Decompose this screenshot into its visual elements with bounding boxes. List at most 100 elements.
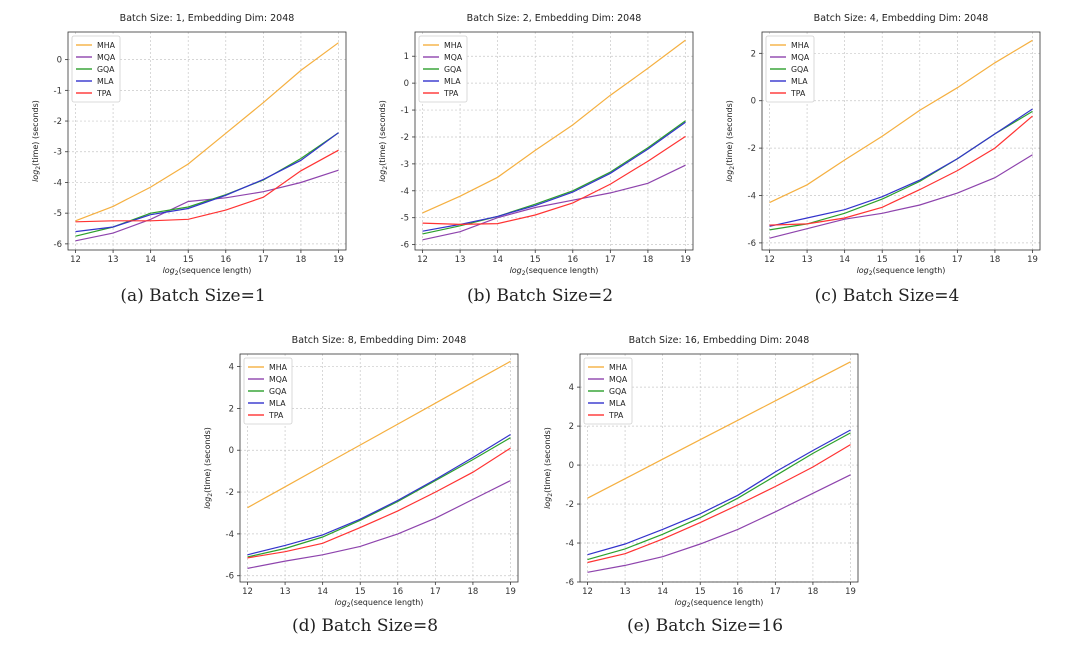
series-line-tpa (422, 135, 686, 226)
legend-label: MHA (444, 41, 463, 50)
x-tick-label: 14 (839, 255, 850, 265)
plot-frame (579, 353, 859, 583)
chart-title: Batch Size: 2, Embedding Dim: 2048 (467, 13, 642, 24)
x-tick-label: 12 (417, 255, 428, 265)
y-tick-label: 4 (569, 383, 574, 393)
series-line-tpa (587, 444, 851, 564)
x-tick-label: 16 (220, 255, 231, 265)
y-tick-label: -1 (54, 86, 62, 96)
chart-b: Batch Size: 2, Embedding Dim: 2048 12 13 14… (378, 13, 694, 277)
series-line-gqa (587, 432, 851, 561)
series-line-mla (247, 433, 511, 556)
y-tick-label: -4 (748, 192, 756, 202)
x-tick-label: 18 (990, 255, 1001, 265)
y-tick-label: -5 (54, 209, 62, 219)
y-tick-label: 0 (57, 56, 62, 66)
series-line-mqa (587, 474, 851, 573)
series-line-mla (75, 132, 339, 233)
series-line-mla (769, 108, 1033, 227)
caption-c: (c) Batch Size=4 (814, 286, 960, 306)
y-tick-label: -2 (54, 117, 62, 127)
x-axis-label: log2(sequence length) (857, 266, 946, 277)
panel-a: Batch Size: 1, Embedding Dim: 2048 12 13 14… (28, 8, 358, 308)
series-line-gqa (247, 437, 511, 558)
plot-frame (67, 31, 347, 251)
legend-label: GQA (97, 65, 115, 74)
x-tick-label: 12 (70, 255, 81, 265)
caption-a: (a) Batch Size=1 (120, 286, 266, 306)
x-tick-label: 17 (430, 587, 441, 597)
panel-b: Batch Size: 2, Embedding Dim: 2048 12 13 14… (375, 8, 705, 308)
panel-d: Batch Size: 8, Embedding Dim: 2048 12 13 14… (200, 330, 530, 640)
legend-label: MHA (791, 41, 810, 50)
series-line-mqa (769, 154, 1033, 239)
x-tick-label: 16 (392, 587, 403, 597)
x-tick-label: 14 (317, 587, 328, 597)
plot-frame (239, 353, 519, 583)
legend-label: MHA (269, 363, 288, 372)
y-tick-label: -6 (401, 241, 409, 251)
y-tick-label: -6 (748, 239, 756, 249)
x-tick-label: 18 (296, 255, 307, 265)
y-tick-label: 4 (229, 363, 234, 373)
y-tick-label: -4 (226, 530, 234, 540)
legend (583, 357, 633, 425)
x-tick-label: 18 (643, 255, 654, 265)
y-tick-label: -2 (566, 500, 574, 510)
panel-e: Batch Size: 16, Embedding Dim: 2048 12 13 1… (540, 330, 870, 640)
x-tick-label: 19 (333, 255, 344, 265)
series-line-mla (422, 121, 686, 232)
x-tick-label: 19 (680, 255, 691, 265)
series-line-mha (247, 360, 511, 509)
legend-label: GQA (444, 65, 462, 74)
x-tick-label: 12 (242, 587, 253, 597)
y-tick-label: 2 (569, 422, 574, 432)
legend-label: TPA (96, 89, 112, 98)
x-tick-label: 17 (770, 587, 781, 597)
x-tick-label: 17 (605, 255, 616, 265)
x-tick-label: 13 (802, 255, 813, 265)
chart-title: Batch Size: 8, Embedding Dim: 2048 (292, 335, 467, 346)
legend-label: GQA (269, 387, 287, 396)
x-tick-label: 15 (877, 255, 888, 265)
series-line-mha (587, 361, 851, 499)
legend-label: TPA (790, 89, 806, 98)
y-tick-label: -3 (401, 160, 409, 170)
legend (765, 35, 815, 103)
x-tick-label: 18 (808, 587, 819, 597)
legend-label: MQA (609, 375, 628, 384)
chart-title: Batch Size: 4, Embedding Dim: 2048 (814, 13, 989, 24)
panel-c: Batch Size: 4, Embedding Dim: 2048 12 13 14… (722, 8, 1052, 308)
y-tick-label: -2 (226, 488, 234, 498)
y-axis-label: log2(time) (seconds) (203, 427, 214, 509)
x-tick-label: 16 (914, 255, 925, 265)
x-tick-label: 12 (582, 587, 593, 597)
y-axis-label: log2(time) (seconds) (725, 100, 736, 182)
x-tick-label: 15 (695, 587, 706, 597)
x-tick-label: 14 (145, 255, 156, 265)
caption-b: (b) Batch Size=2 (466, 286, 614, 306)
legend-label: MQA (791, 53, 810, 62)
plot-frame (414, 31, 694, 251)
y-tick-label: -3 (54, 148, 62, 158)
x-tick-label: 18 (468, 587, 479, 597)
y-tick-label: 2 (751, 49, 756, 59)
legend-label: MQA (97, 53, 116, 62)
chart-c: Batch Size: 4, Embedding Dim: 2048 12 13 14… (725, 13, 1041, 277)
chart-d: Batch Size: 8, Embedding Dim: 2048 12 13 14… (203, 335, 519, 609)
x-tick-label: 13 (620, 587, 631, 597)
x-tick-label: 17 (952, 255, 963, 265)
x-axis-label: log2(sequence length) (510, 266, 599, 277)
x-tick-label: 13 (280, 587, 291, 597)
series-line-tpa (75, 149, 339, 223)
x-tick-label: 14 (492, 255, 503, 265)
chart-e: Batch Size: 16, Embedding Dim: 2048 12 13 1… (543, 335, 859, 609)
series-line-mla (587, 429, 851, 556)
legend-label: GQA (791, 65, 809, 74)
legend (418, 35, 468, 103)
x-tick-label: 19 (505, 587, 516, 597)
x-tick-label: 17 (258, 255, 269, 265)
legend-label: MLA (269, 399, 286, 408)
legend-label: MQA (444, 53, 463, 62)
x-tick-label: 13 (455, 255, 466, 265)
